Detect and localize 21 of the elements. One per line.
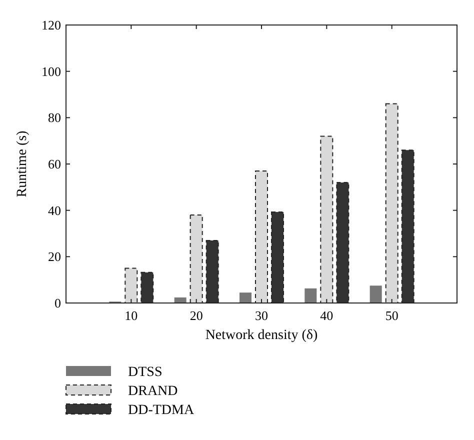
- bar: [370, 286, 382, 303]
- y-tick-label: 20: [48, 249, 61, 264]
- bar: [304, 288, 317, 303]
- legend-label: DRAND: [128, 384, 178, 399]
- x-tick-label: 20: [190, 308, 203, 323]
- x-tick-label: 30: [255, 308, 268, 323]
- y-tick-label: 100: [42, 64, 61, 79]
- x-tick-label: 40: [320, 308, 334, 323]
- y-tick-label: 0: [54, 296, 61, 311]
- legend-label: DTSS: [128, 364, 162, 380]
- y-tick-label: 120: [42, 18, 61, 33]
- x-axis-title: Network density (δ): [205, 328, 318, 343]
- x-tick-label: 10: [124, 308, 138, 323]
- legend-label: DD-TDMA: [128, 402, 195, 418]
- y-tick-label: 40: [48, 202, 61, 218]
- y-tick-label: 60: [48, 156, 61, 172]
- bar: [240, 292, 252, 303]
- y-axis-title: Runtime (s): [15, 130, 30, 198]
- y-tick-label: 80: [48, 110, 61, 126]
- x-tick-label: 50: [385, 308, 398, 323]
- bar: [174, 297, 186, 303]
